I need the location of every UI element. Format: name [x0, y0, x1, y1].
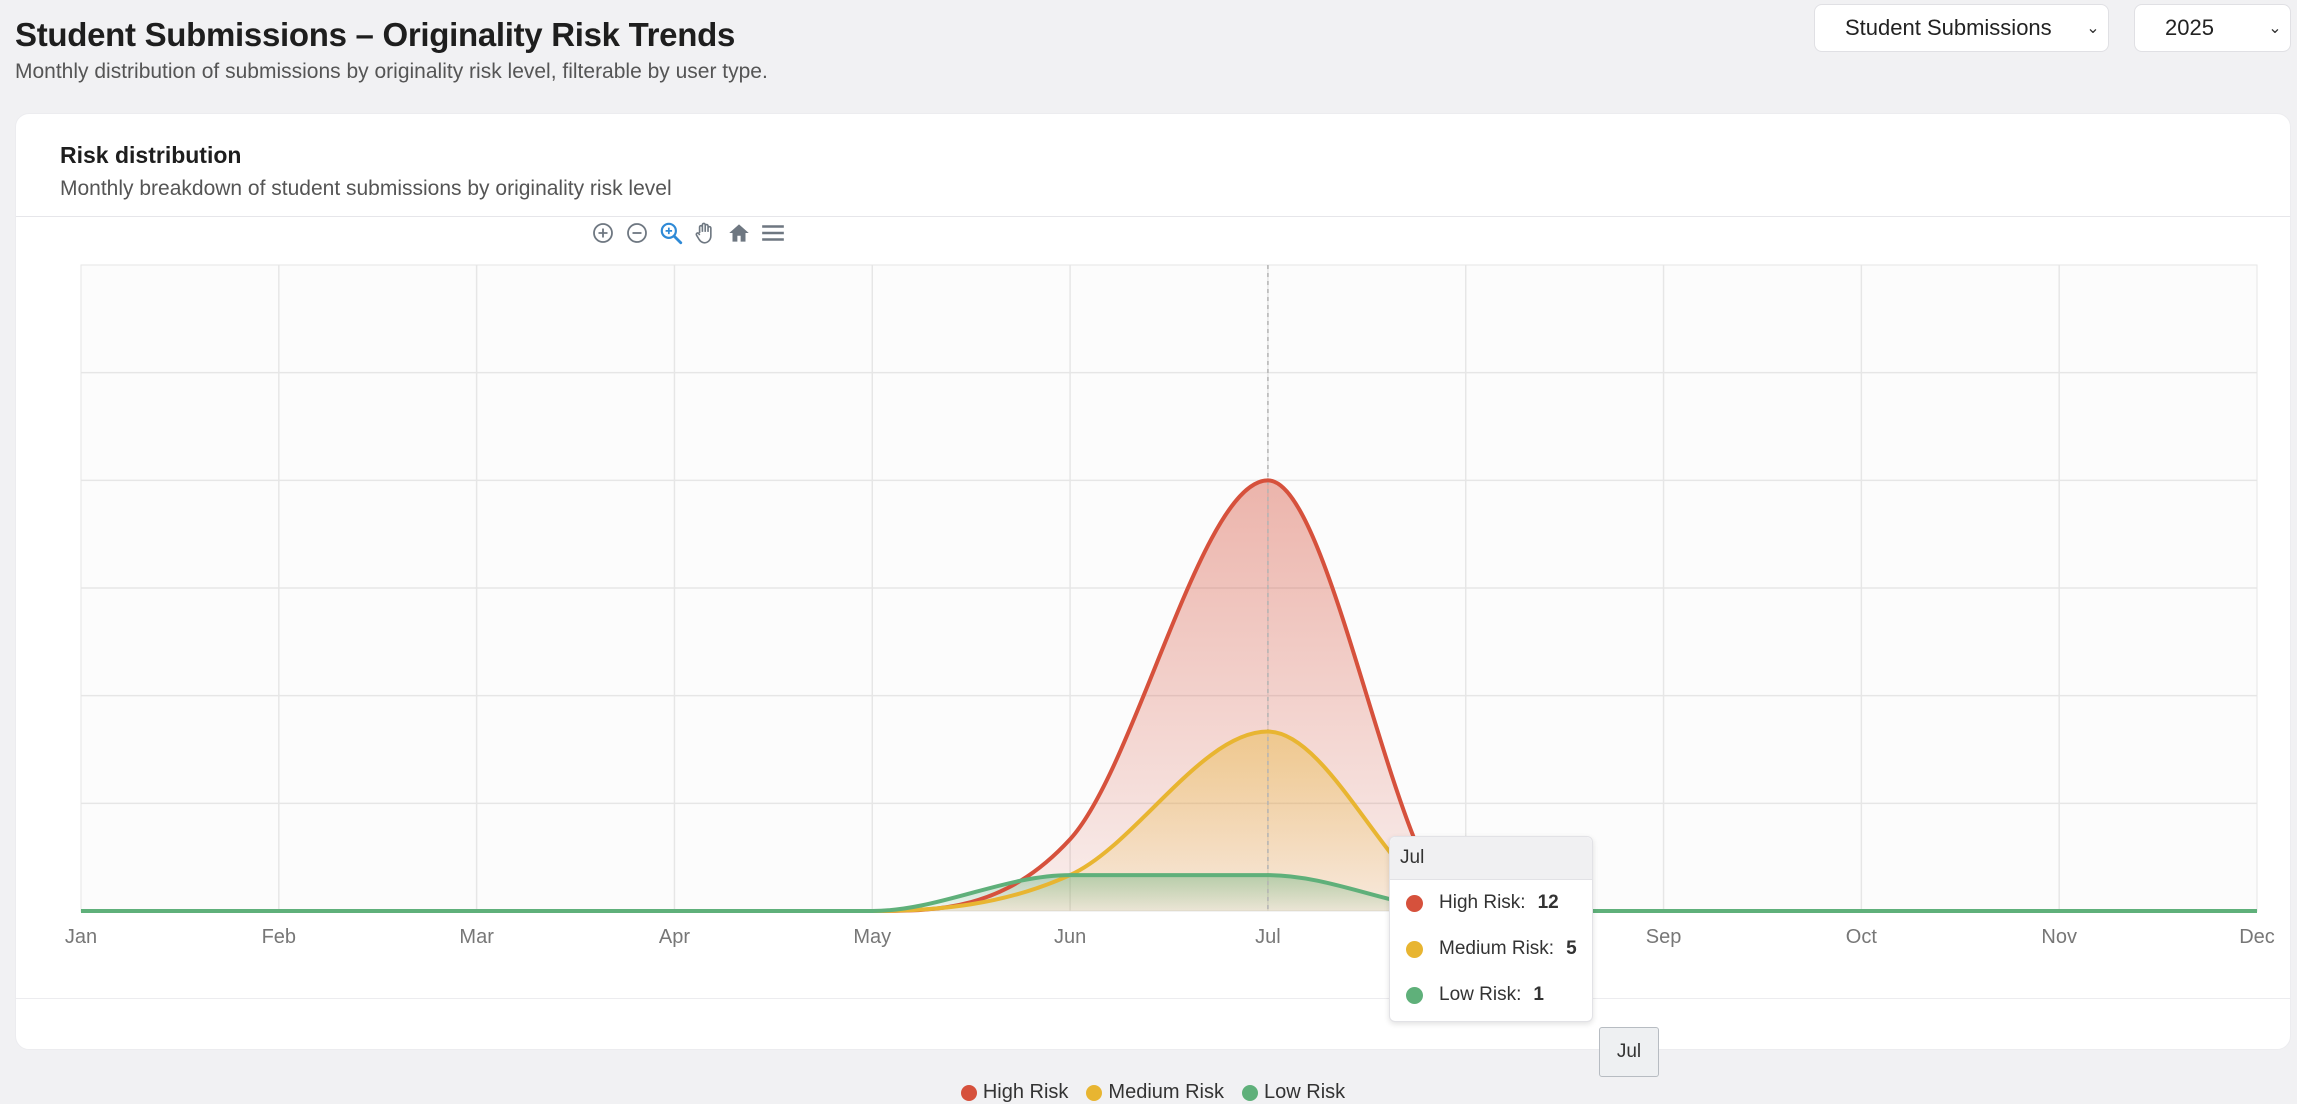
- page-title: Student Submissions – Originality Risk T…: [15, 16, 735, 54]
- tooltip-label-high: High Risk:: [1439, 892, 1526, 914]
- year-select[interactable]: 2025 ⌄: [2134, 4, 2291, 52]
- page-subtitle: Monthly distribution of submissions by o…: [15, 60, 768, 84]
- tooltip-label-low: Low Risk:: [1439, 984, 1521, 1006]
- tooltip-value-high: 12: [1538, 892, 1559, 914]
- chevron-down-icon: ⌄: [2260, 18, 2290, 38]
- x-tick-label: Dec: [2239, 926, 2275, 948]
- legend-marker: [1086, 1085, 1102, 1101]
- legend-marker: [961, 1085, 977, 1101]
- tooltip-row-medium: Medium Risk: 5: [1390, 926, 1592, 972]
- x-tick-label: Nov: [2041, 926, 2077, 948]
- x-tick-label: Feb: [262, 926, 296, 948]
- chart-tooltip: Jul High Risk: 12 Medium Risk: 5 Low Ris…: [1389, 836, 1593, 1022]
- tooltip-title: Jul: [1390, 837, 1592, 880]
- tooltip-value-medium: 5: [1566, 938, 1577, 960]
- tooltip-dot-low: [1406, 987, 1423, 1004]
- tooltip-dot-high: [1406, 895, 1423, 912]
- x-tick-label: Apr: [659, 926, 690, 948]
- legend-label: Low Risk: [1264, 1081, 1345, 1104]
- x-crosshair-label: Jul: [1599, 1027, 1659, 1077]
- x-tick-label: May: [853, 926, 891, 948]
- x-tick-label: Jan: [65, 926, 97, 948]
- x-tick-label: Mar: [459, 926, 494, 948]
- x-tick-label: Oct: [1846, 926, 1878, 948]
- area-chart: JanFebMarAprMayJunJulAugSepOctNovDec: [16, 114, 2292, 1051]
- user-type-value: Student Submissions: [1815, 15, 2078, 41]
- tooltip-row-low: Low Risk: 1: [1390, 972, 1592, 1018]
- tooltip-value-low: 1: [1533, 984, 1544, 1006]
- x-tick-label: Jul: [1255, 926, 1281, 948]
- chevron-down-icon: ⌄: [2078, 18, 2108, 38]
- legend-item-high[interactable]: High Risk: [961, 1081, 1069, 1104]
- user-type-select[interactable]: Student Submissions ⌄: [1814, 4, 2109, 52]
- x-tick-label: Sep: [1646, 926, 1682, 948]
- year-value: 2025: [2135, 15, 2260, 41]
- x-tick-label: Jun: [1054, 926, 1086, 948]
- legend-item-low[interactable]: Low Risk: [1242, 1081, 1345, 1104]
- x-axis-labels: JanFebMarAprMayJunJulAugSepOctNovDec: [65, 926, 2275, 948]
- legend-label: High Risk: [983, 1081, 1069, 1104]
- legend-item-medium[interactable]: Medium Risk: [1086, 1081, 1224, 1104]
- tooltip-label-medium: Medium Risk:: [1439, 938, 1554, 960]
- legend-label: Medium Risk: [1108, 1081, 1224, 1104]
- legend-marker: [1242, 1085, 1258, 1101]
- chart-card: Risk distribution Monthly breakdown of s…: [15, 113, 2291, 1050]
- tooltip-dot-medium: [1406, 941, 1423, 958]
- chart-legend: High Risk Medium Risk Low Risk: [16, 1081, 2290, 1104]
- tooltip-row-high: High Risk: 12: [1390, 880, 1592, 926]
